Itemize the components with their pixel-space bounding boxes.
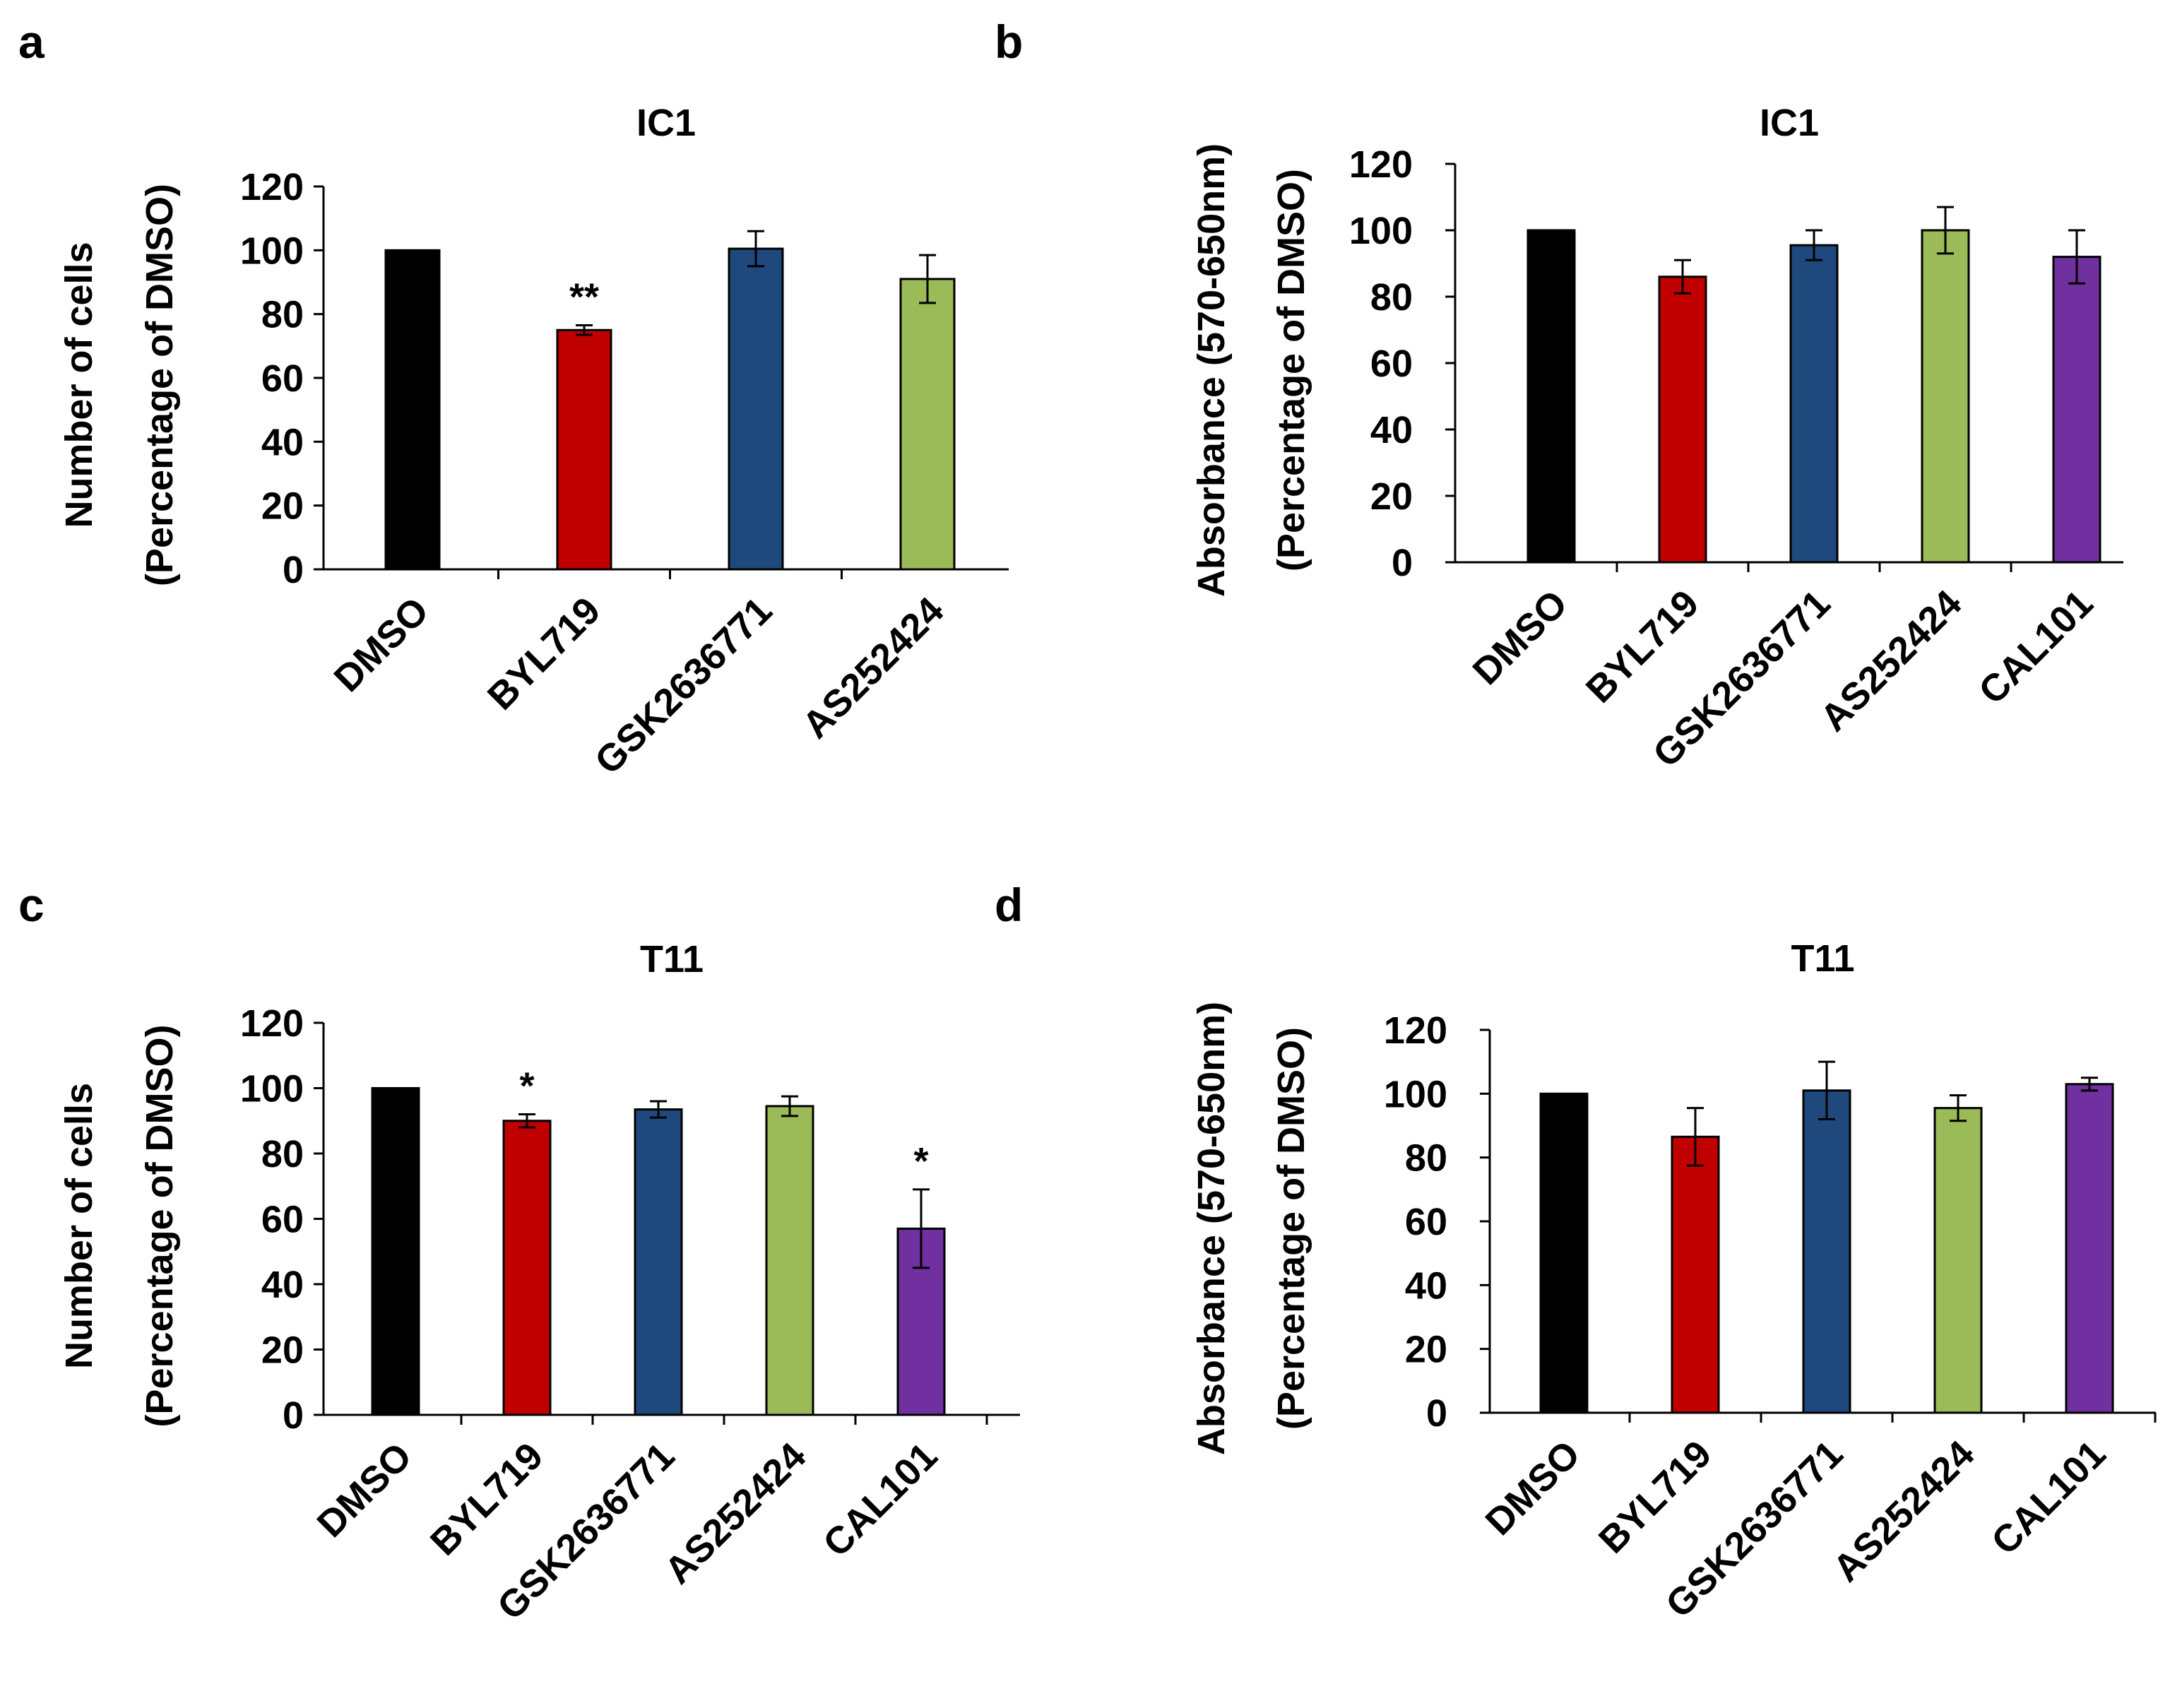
y-tick-label: 80	[261, 1133, 304, 1175]
y-tick-label: 100	[240, 230, 304, 272]
bar	[1802, 1089, 1851, 1414]
y-tick-label: 20	[1405, 1329, 1447, 1371]
significance-label: *	[913, 1140, 928, 1182]
x-tick-label: BYL719	[1591, 1433, 1720, 1562]
y-tick-label: 20	[261, 1329, 304, 1372]
y-tick-label: 80	[261, 294, 304, 336]
bar	[1539, 1092, 1589, 1414]
chart-panel-c: c T11 Number of cells (Percentage of DMSO) 0…	[18, 879, 1020, 1628]
bar	[899, 278, 956, 571]
y-tick-label: 100	[1384, 1073, 1447, 1115]
bar	[634, 1108, 683, 1416]
y-axis-label-line2: (Percentage of DMSO)	[138, 184, 181, 586]
x-tick-label: DMSO	[309, 1435, 420, 1546]
y-tick-label: 20	[1370, 475, 1413, 518]
bar	[556, 328, 612, 571]
y-axis-label-line2: (Percentage of DMSO)	[1270, 169, 1312, 571]
y-tick-label: 40	[1405, 1264, 1447, 1307]
x-tick-label: AS252424	[657, 1435, 814, 1592]
y-axis-label: Number of cells	[58, 242, 100, 528]
chart-title: T11	[1791, 937, 1854, 980]
x-tick-label: GSK2636771	[587, 589, 781, 783]
x-tick-label: CAL101	[1971, 582, 2101, 713]
chart-panel-a: a IC1 Number of cells (Percentage of DMSO) 0…	[18, 16, 1009, 783]
panel-label: c	[18, 879, 45, 931]
y-tick-label: 80	[1370, 276, 1413, 319]
y-tick-label: 120	[240, 1002, 304, 1045]
y-axis-label: Absorbance (570-650nm)	[1190, 1002, 1233, 1455]
x-tick-label: AS252424	[1825, 1433, 1983, 1590]
x-tick-label: DMSO	[1478, 1433, 1589, 1543]
y-tick-label: 0	[283, 549, 304, 591]
bar	[502, 1120, 552, 1416]
x-tick-label: CAL101	[815, 1435, 946, 1565]
x-tick-label: BYL719	[1578, 582, 1707, 711]
bar	[371, 1087, 420, 1416]
x-tick-label: AS252424	[1813, 582, 1970, 740]
y-tick-label: 40	[261, 421, 304, 463]
chart-panel-b: b IC1 Absorbance (570-650nm) (Percentage of…	[995, 16, 2123, 776]
x-tick-label: BYL719	[422, 1435, 552, 1564]
y-tick-label: 80	[1405, 1137, 1447, 1180]
y-tick-label: 0	[283, 1394, 304, 1437]
bar	[1671, 1135, 1720, 1414]
x-tick-label: DMSO	[326, 589, 437, 700]
bar	[1789, 244, 1839, 564]
y-tick-label: 100	[240, 1068, 304, 1110]
panel-label: b	[995, 16, 1023, 68]
y-tick-label: 60	[261, 1199, 304, 1241]
y-tick-label: 120	[240, 166, 304, 208]
bar	[2065, 1083, 2114, 1414]
y-tick-label: 0	[1392, 542, 1413, 584]
y-axis-label-line2: (Percentage of DMSO)	[1270, 1027, 1312, 1430]
x-tick-label: DMSO	[1465, 582, 1576, 693]
y-tick-label: 60	[1370, 343, 1413, 385]
y-tick-label: 120	[1384, 1009, 1447, 1052]
x-tick-label: BYL719	[480, 589, 609, 718]
y-tick-label: 0	[1426, 1392, 1447, 1435]
y-tick-label: 120	[1349, 143, 1413, 186]
panel-label: d	[995, 879, 1023, 931]
panel-label: a	[18, 16, 45, 68]
y-tick-label: 40	[1370, 409, 1413, 451]
significance-label: **	[569, 275, 599, 318]
y-axis-label: Absorbance (570-650nm)	[1190, 143, 1233, 597]
bar	[765, 1105, 814, 1416]
bar	[2052, 256, 2101, 564]
y-tick-label: 100	[1349, 210, 1413, 252]
y-axis-label-line2: (Percentage of DMSO)	[138, 1024, 181, 1427]
bar	[384, 249, 441, 571]
x-tick-label: CAL101	[1984, 1433, 2114, 1563]
bar	[1658, 275, 1707, 564]
y-tick-label: 60	[1405, 1201, 1447, 1243]
bar	[1933, 1107, 1983, 1414]
chart-title: IC1	[636, 102, 696, 144]
y-tick-label: 60	[261, 357, 304, 400]
y-tick-label: 20	[261, 485, 304, 528]
bar	[728, 247, 784, 571]
y-tick-label: 40	[261, 1264, 304, 1306]
bar	[1526, 229, 1576, 564]
x-tick-label: AS252424	[795, 589, 952, 747]
chart-title: IC1	[1760, 102, 1819, 144]
y-axis-label: Number of cells	[58, 1083, 100, 1369]
bar	[1921, 229, 1970, 564]
chart-title: T11	[640, 938, 704, 980]
chart-panel-d: d T11 Absorbance (570-650nm) (Percentage of…	[995, 879, 2157, 1626]
significance-label: *	[519, 1065, 534, 1108]
